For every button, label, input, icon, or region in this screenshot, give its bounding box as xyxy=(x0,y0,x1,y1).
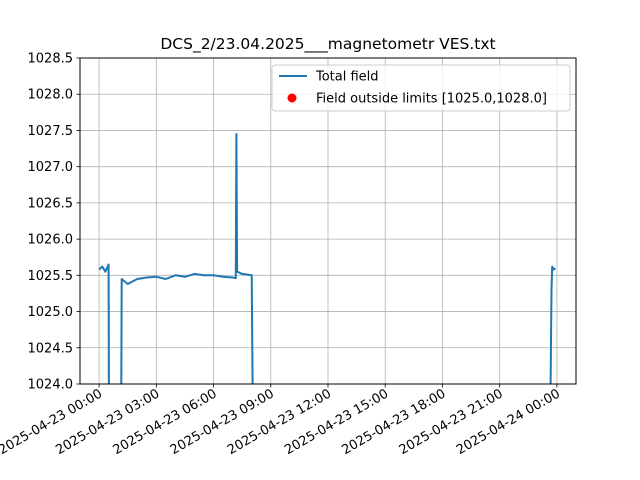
legend-label-outside-limits: Field outside limits [1025.0,1028.0] xyxy=(316,92,547,107)
y-tick-label: 1026.5 xyxy=(28,196,74,211)
series-total-field-line xyxy=(98,263,110,384)
grid xyxy=(80,57,576,385)
y-tick-label: 1027.0 xyxy=(28,160,74,175)
series-total-field-line xyxy=(120,133,254,384)
legend-label-total-field: Total field xyxy=(315,70,379,85)
y-tick-label: 1027.5 xyxy=(28,124,74,139)
y-tick-label: 1024.5 xyxy=(28,341,74,356)
y-tick-label: 1025.5 xyxy=(28,269,74,284)
y-tick-label: 1025.0 xyxy=(28,305,74,320)
legend: Total field Field outside limits [1025.0… xyxy=(271,64,571,112)
series-total-field-line xyxy=(549,265,556,384)
y-tick-label: 1024.0 xyxy=(28,378,74,393)
series-layer xyxy=(98,133,556,384)
legend-box xyxy=(271,64,571,112)
chart-title: DCS_2/23.04.2025___magnetometr VES.txt xyxy=(160,35,495,54)
y-tick-label: 1028.5 xyxy=(28,52,74,67)
y-tick-label: 1028.0 xyxy=(28,88,74,103)
y-tick-label: 1026.0 xyxy=(28,233,74,248)
legend-marker-outside-limits xyxy=(287,93,297,103)
y-axis: 1024.0 1024.5 1025.0 1025.5 1026.0 1026.5 1027… xyxy=(28,52,80,393)
